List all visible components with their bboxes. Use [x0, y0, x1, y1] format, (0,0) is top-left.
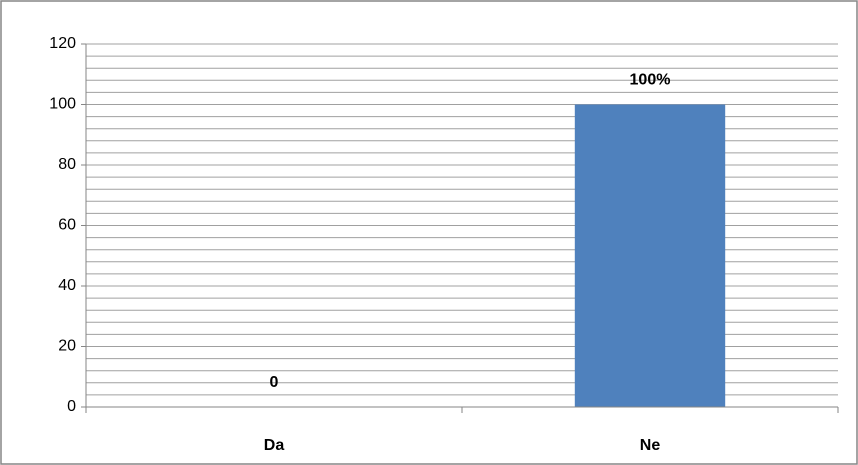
data-label: 100%: [630, 72, 671, 89]
y-tick-label: 60: [58, 217, 76, 234]
bar: [574, 104, 726, 407]
y-tick-label: 40: [58, 277, 76, 294]
y-tick-label: 20: [58, 338, 76, 355]
x-tick-label: Ne: [640, 437, 661, 454]
y-tick-label: 100: [49, 96, 76, 113]
y-tick-label: 80: [58, 156, 76, 173]
y-tick-label: 120: [49, 35, 76, 52]
data-label: 0: [270, 374, 279, 391]
x-tick-label: Da: [264, 437, 285, 454]
y-tick-label: 0: [67, 398, 76, 415]
